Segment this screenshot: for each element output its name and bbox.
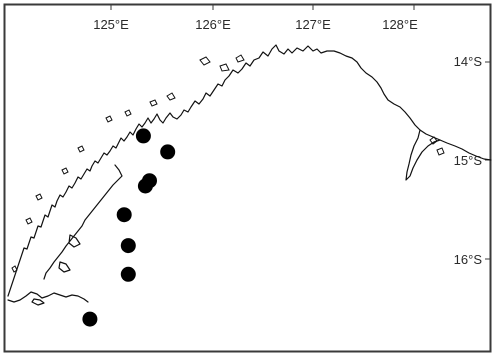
sample-point-2 <box>160 144 176 160</box>
map-frame <box>3 3 492 353</box>
lat-label-15: 15°S <box>454 153 483 168</box>
island-7 <box>105 115 113 123</box>
island-4 <box>166 92 176 101</box>
lat-label-16: 16°S <box>454 252 483 267</box>
sample-point-6 <box>120 238 136 254</box>
island-3 <box>235 54 245 63</box>
coastline-main <box>7 44 492 297</box>
coastline <box>7 44 492 306</box>
islands <box>11 54 445 273</box>
coastline-inner <box>43 164 123 280</box>
sample-point-7 <box>120 266 136 282</box>
lon-label-126: 126°E <box>195 17 231 32</box>
island-9 <box>61 167 69 175</box>
lon-label-128: 128°E <box>382 17 418 32</box>
island-1 <box>199 56 211 66</box>
island-5 <box>149 99 158 107</box>
coastline-east-gulf <box>405 129 441 181</box>
island-14 <box>436 147 445 156</box>
sample-point-1 <box>135 128 151 144</box>
island-13 <box>429 136 438 145</box>
lon-label-127: 127°E <box>295 17 331 32</box>
island-11 <box>25 217 33 225</box>
sample-point-5 <box>116 207 132 223</box>
island-2 <box>219 63 230 72</box>
longitude-ticks <box>110 4 415 10</box>
island-12 <box>11 265 18 273</box>
sample-points <box>82 128 176 327</box>
island-10 <box>35 193 43 201</box>
island-6 <box>124 109 132 117</box>
sample-point-4 <box>137 178 153 194</box>
lon-label-125: 125°E <box>93 17 129 32</box>
coastline-southwest <box>7 291 89 306</box>
lat-label-14: 14°S <box>454 54 483 69</box>
sample-point-8 <box>82 311 98 327</box>
island-8 <box>77 145 85 153</box>
